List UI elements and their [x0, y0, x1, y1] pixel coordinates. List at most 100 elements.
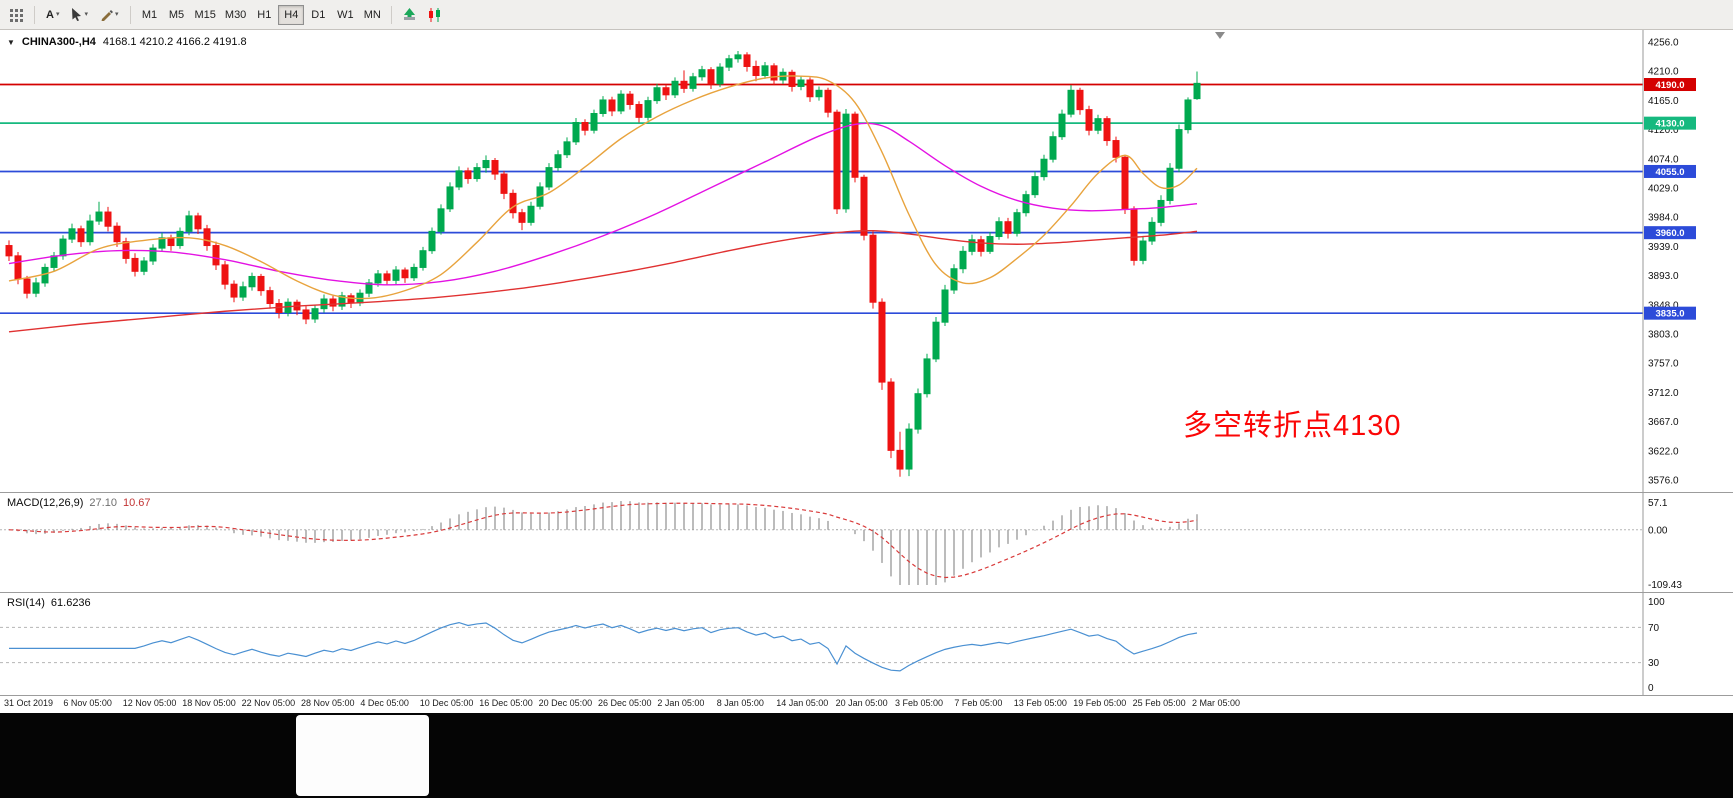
price-tag[interactable]: [1644, 164, 1696, 178]
time-axis-label: 10 Dec 05:00: [419, 698, 474, 708]
candle-body: [869, 234, 877, 303]
price-axis-label: 3939.0: [1648, 242, 1679, 253]
candle-body: [221, 264, 229, 285]
time-axis-label: 20 Jan 05:00: [835, 698, 888, 708]
candle-body: [419, 250, 427, 268]
time-axis-label: 12 Nov 05:00: [122, 698, 177, 708]
timeframe-button-m15[interactable]: M15: [191, 5, 220, 25]
candle-body: [50, 255, 58, 268]
candle-body: [671, 80, 679, 96]
timeframe-button-m1[interactable]: M1: [137, 5, 163, 25]
rsi-axis-label: 30: [1648, 658, 1660, 669]
candle-body: [1184, 99, 1192, 131]
candle-body: [1067, 89, 1075, 115]
price-tag[interactable]: [1644, 226, 1696, 240]
chart-shift-marker[interactable]: [1215, 32, 1225, 39]
price-axis-label: 3984.0: [1648, 213, 1679, 224]
candle-body: [1175, 129, 1183, 169]
candle-body: [194, 215, 202, 230]
candle-body: [707, 69, 715, 85]
candle-body: [392, 269, 400, 281]
timeframe-button-w1[interactable]: W1: [332, 5, 358, 25]
candle-body: [509, 192, 517, 214]
cursor-tool-button[interactable]: ▾: [66, 4, 93, 26]
time-axis-label: 8 Jan 05:00: [716, 698, 764, 708]
collapse-triangle-icon[interactable]: ▼: [7, 37, 15, 47]
timeframe-toolbar: M1 M5 M15 M30 H1 H4 D1 W1 MN: [137, 4, 386, 25]
price-axis-label: 4256.0: [1648, 38, 1679, 49]
candle-body: [833, 111, 841, 210]
rsi-axis-label: 100: [1648, 597, 1665, 608]
candle-body: [185, 215, 193, 232]
candle-body: [878, 301, 886, 383]
price-axis-label: 3576.0: [1648, 476, 1679, 487]
candle-body: [428, 230, 436, 252]
candle-body: [590, 112, 598, 131]
candle-body: [365, 282, 373, 294]
ma-slow-red: [8, 229, 1198, 333]
timeframe-button-h4[interactable]: H4: [278, 4, 305, 25]
time-axis-label: 19 Feb 05:00: [1073, 698, 1127, 708]
candle-body: [329, 298, 337, 307]
candle-body: [347, 295, 355, 304]
timeframe-button-mn[interactable]: MN: [359, 5, 385, 25]
candle-body: [383, 273, 391, 281]
candle-body: [752, 65, 760, 76]
toolbar: A ▾ ▾ ▾ M1 M5 M15 M30 H1 H4 D1 W1 MN: [0, 0, 1733, 30]
macd-canvas[interactable]: 57.1 0.00 -109.43: [0, 493, 1733, 592]
candle-body: [743, 54, 751, 67]
draw-tool-button[interactable]: ▾: [95, 4, 124, 26]
macd-panel: 57.1 0.00 -109.43 MACD(12,26,9) 27.10 10.6…: [0, 493, 1733, 593]
candle-body: [824, 89, 832, 113]
candle-body: [446, 186, 454, 210]
chart-annotation: 多空转折点4130: [1183, 410, 1402, 442]
price-axis-label: 3757.0: [1648, 359, 1679, 370]
candle-body: [797, 79, 805, 87]
up-arrow-button[interactable]: [398, 4, 421, 26]
toolbar-separator: [129, 5, 131, 24]
candle-body: [5, 245, 13, 257]
time-axis-label: 26 Dec 05:00: [598, 698, 652, 708]
rsi-canvas[interactable]: 100 70 30 0: [0, 593, 1733, 695]
rsi-axis-label: 70: [1648, 623, 1660, 634]
candle-body: [500, 173, 508, 194]
candle-body: [959, 250, 967, 270]
candlestick-chart-button[interactable]: [423, 4, 446, 26]
main-chart-canvas[interactable]: 4256.0 4210.0 4165.0 4120.0 4074.0 4029.0 3984…: [0, 30, 1733, 492]
candle-body: [23, 278, 31, 294]
candle-body: [698, 69, 706, 78]
timeframe-button-m30[interactable]: M30: [221, 5, 250, 25]
candle-body: [941, 289, 949, 323]
timeframe-button-d1[interactable]: D1: [305, 5, 331, 25]
candle-body: [266, 290, 274, 305]
price-tag[interactable]: [1644, 78, 1696, 92]
candle-body: [545, 167, 553, 188]
price-axis-label: 4074.0: [1648, 154, 1679, 165]
candle-body: [662, 87, 670, 96]
candle-body: [158, 237, 166, 249]
time-axis-label: 6 Nov 05:00: [63, 698, 112, 708]
text-tool-button[interactable]: A ▾: [41, 4, 64, 26]
time-axis-label: 28 Nov 05:00: [301, 698, 355, 708]
candle-body: [635, 103, 643, 118]
price-tag[interactable]: [1644, 306, 1696, 320]
main-chart-panel: 4256.0 4210.0 4165.0 4120.0 4074.0 4029.0 3984…: [0, 30, 1733, 493]
grid-icon[interactable]: [4, 4, 28, 26]
candle-body: [716, 66, 724, 85]
candle-body: [1076, 89, 1084, 111]
candle-body: [131, 257, 139, 272]
chart-title: ▼ CHINA300-,H4 4168.1 4210.2 4166.2 4191…: [7, 36, 247, 48]
macd-main-value: 27.10: [89, 497, 117, 509]
up-arrow-icon: [404, 8, 416, 20]
price-axis-label: 3667.0: [1648, 417, 1679, 428]
candle-body: [32, 282, 40, 294]
candle-body: [806, 79, 814, 98]
time-axis-label: 16 Dec 05:00: [479, 698, 533, 708]
timeframe-button-m5[interactable]: M5: [164, 5, 190, 25]
candle-body: [149, 247, 157, 262]
ma-medium-magenta: [8, 122, 1198, 286]
candle-body: [527, 205, 535, 223]
candle-body: [311, 308, 319, 320]
price-tag[interactable]: [1644, 116, 1696, 130]
timeframe-button-h1[interactable]: H1: [251, 5, 277, 25]
